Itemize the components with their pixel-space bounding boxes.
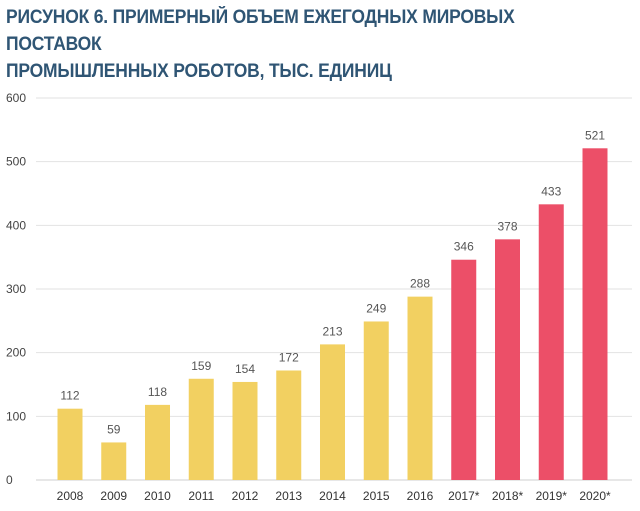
- data-label: 346: [454, 240, 474, 254]
- data-label: 172: [279, 350, 299, 364]
- data-label: 213: [322, 324, 342, 338]
- y-tick-label: 600: [6, 91, 26, 105]
- x-tick-label: 2013: [275, 489, 302, 503]
- bar: [320, 344, 345, 480]
- bar: [407, 296, 433, 480]
- data-label: 433: [541, 184, 561, 198]
- x-tick-label: 2012: [232, 489, 259, 503]
- bar: [451, 259, 477, 480]
- x-tick-label: 2016: [407, 489, 434, 503]
- y-tick-label: 400: [6, 218, 26, 232]
- x-axis: 2008 2009 2010 2011 2012 2013 2014 2015 2016 2017…: [57, 489, 611, 503]
- x-tick-label: 2010: [144, 489, 171, 503]
- chart-title: РИСУНОК 6. ПРИМЕРНЫЙ ОБЪЕМ ЕЖЕГОДНЫХ МИР…: [6, 4, 584, 85]
- data-label: 59: [107, 422, 121, 436]
- y-axis: 0 100 200 300 400 500 600: [6, 91, 26, 487]
- x-tick-label: 2014: [319, 489, 346, 503]
- data-label: 249: [366, 301, 386, 315]
- y-tick-label: 0: [6, 473, 13, 487]
- x-tick-label: 2020*: [579, 489, 611, 503]
- x-tick-label: 2019*: [536, 489, 568, 503]
- x-tick-label: 2008: [57, 489, 84, 503]
- bar: [582, 148, 608, 480]
- y-tick-label: 300: [6, 282, 26, 296]
- bar: [57, 408, 83, 480]
- y-tick-label: 500: [6, 155, 26, 169]
- data-label: 112: [60, 389, 79, 403]
- data-label: 159: [191, 359, 211, 373]
- bars: [57, 148, 608, 480]
- data-label: 521: [585, 128, 605, 142]
- bar: [101, 442, 127, 480]
- bar: [276, 370, 302, 480]
- bar: [495, 239, 520, 480]
- bar: [232, 381, 258, 480]
- bar: [145, 404, 170, 480]
- y-tick-label: 100: [6, 409, 26, 423]
- bar: [188, 378, 214, 480]
- x-tick-label: 2015: [363, 489, 390, 503]
- data-label: 288: [410, 277, 430, 291]
- data-labels: 112 59 118 159 154 172 213 249 288 346 378 433 521: [60, 128, 605, 436]
- data-label: 154: [235, 362, 255, 376]
- y-tick-label: 200: [6, 346, 26, 360]
- x-tick-label: 2009: [100, 489, 127, 503]
- x-tick-label: 2017*: [448, 489, 480, 503]
- chart-title-line-1: РИСУНОК 6. ПРИМЕРНЫЙ ОБЪЕМ ЕЖЕГОДНЫХ МИР…: [6, 7, 515, 55]
- chart-title-line-2: ПРОМЫШЛЕННЫХ РОБОТОВ, ТЫС. ЕДИНИЦ: [6, 61, 392, 82]
- x-tick-label: 2018*: [492, 489, 524, 503]
- bar: [538, 204, 564, 480]
- data-label: 118: [148, 385, 167, 399]
- data-label: 378: [497, 219, 517, 233]
- x-tick-label: 2011: [188, 489, 214, 503]
- bar: [363, 321, 389, 480]
